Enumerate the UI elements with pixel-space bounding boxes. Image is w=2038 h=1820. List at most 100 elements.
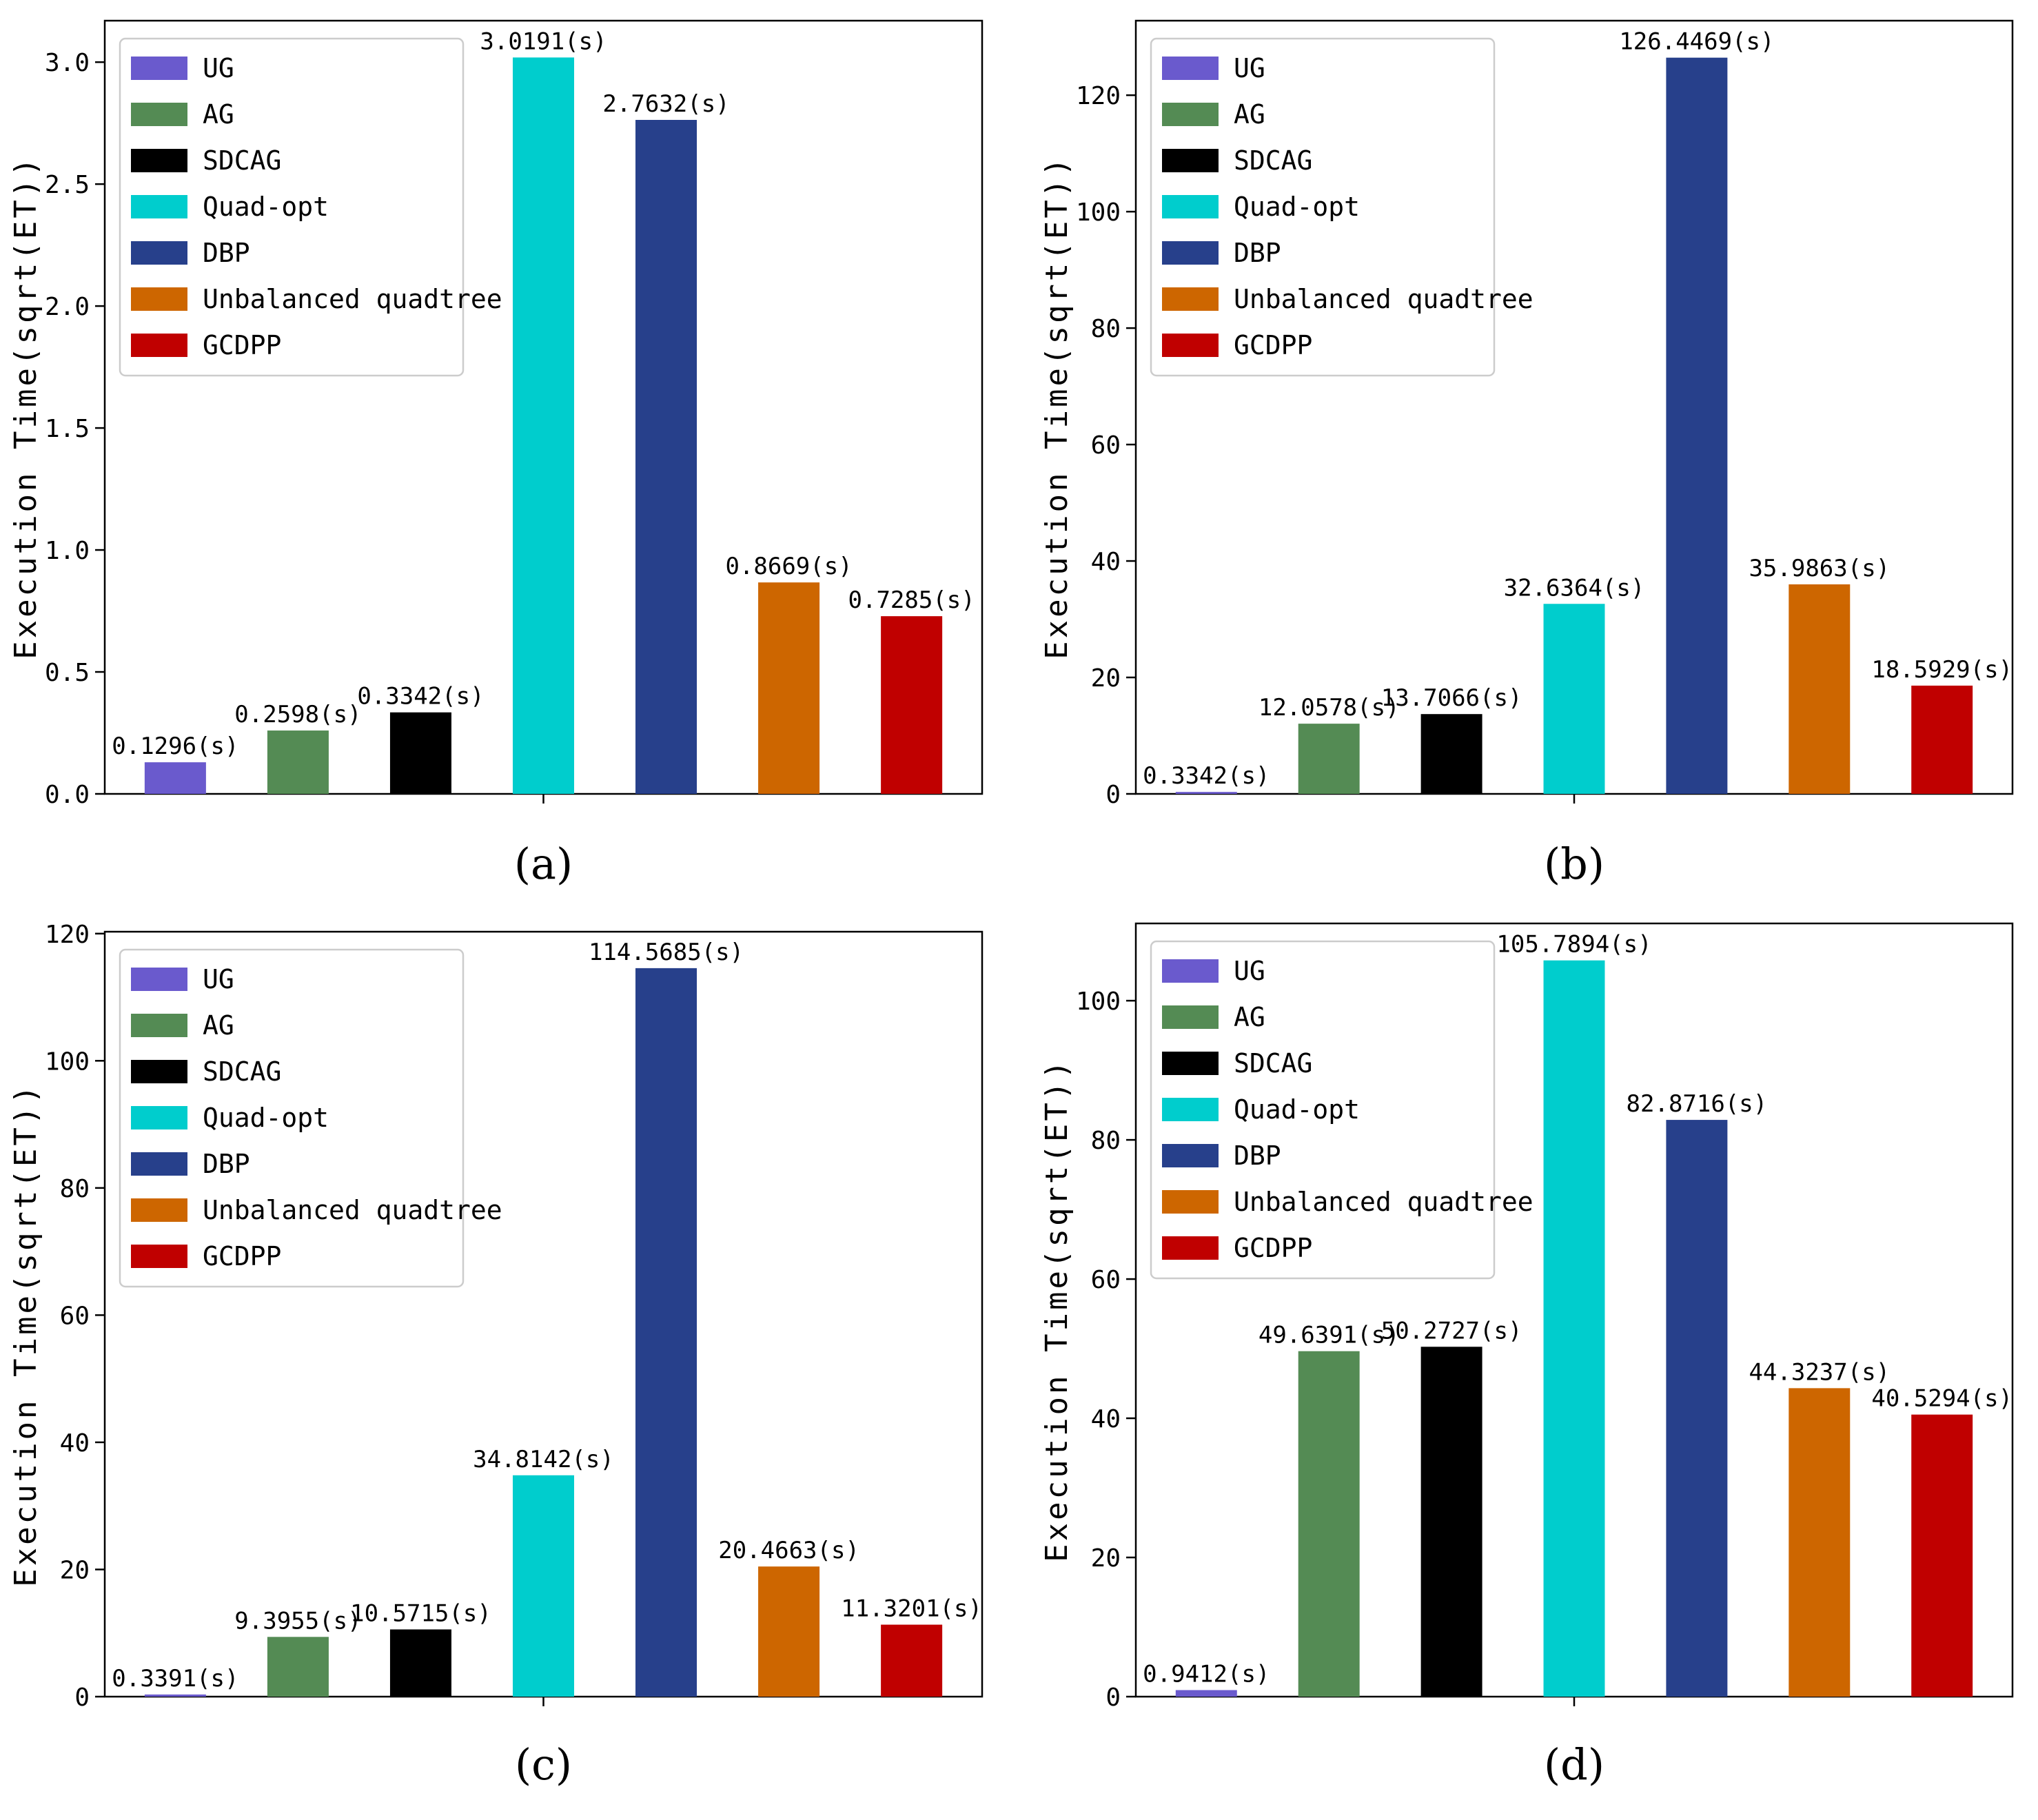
legend-swatch xyxy=(131,1014,187,1037)
legend-entry: Unbalanced quadtree xyxy=(203,1195,502,1225)
legend-entry: AG xyxy=(1234,99,1265,130)
bar-gcdpp xyxy=(881,616,943,794)
legend-entry: DBP xyxy=(203,1149,250,1179)
legend-swatch xyxy=(1162,1236,1219,1260)
bar-value-label: 12.0578(s) xyxy=(1259,694,1400,722)
legend-swatch xyxy=(1162,1005,1219,1029)
legend-entry: SDCAG xyxy=(203,145,281,176)
bar-gcdpp xyxy=(881,1624,943,1697)
y-tick-label: 0.0 xyxy=(45,781,90,809)
legend-box xyxy=(119,948,465,1288)
legend-entry: Unbalanced quadtree xyxy=(1234,1187,1533,1217)
legend-entry: AG xyxy=(203,99,234,130)
legend-swatch xyxy=(1162,195,1219,218)
legend-swatch xyxy=(131,241,187,265)
bar-unbalanced-quadtree xyxy=(1789,584,1851,794)
legend: UG AG SDCAG Quad-opt DBP Unbalanced quadtree G… xyxy=(1150,940,1533,1280)
legend-swatch xyxy=(131,968,187,991)
legend-entry: AG xyxy=(203,1010,234,1041)
panel-label: (c) xyxy=(515,1739,572,1790)
y-tick-label: 20 xyxy=(1091,1544,1121,1573)
y-tick-label: 80 xyxy=(60,1175,90,1203)
bar-sdcag xyxy=(389,712,451,794)
bar-value-label: 50.2727(s) xyxy=(1381,1317,1522,1344)
bar-value-label: 114.5685(s) xyxy=(589,939,744,966)
bar-gcdpp xyxy=(1911,685,1973,794)
bar-quad-opt xyxy=(1543,604,1605,794)
y-tick-label: 40 xyxy=(1091,1405,1121,1433)
legend-entry: GCDPP xyxy=(1234,1233,1312,1263)
legend-entry: DBP xyxy=(1234,1141,1281,1171)
bar-value-label: 0.8669(s) xyxy=(725,553,852,580)
legend-entry: DBP xyxy=(203,238,250,268)
y-tick-label: 60 xyxy=(1091,431,1121,460)
bar-ag xyxy=(1298,1351,1360,1697)
bar-value-label: 0.7285(s) xyxy=(848,586,975,614)
bar-value-label: 0.9412(s) xyxy=(1143,1660,1270,1688)
bar-gcdpp xyxy=(1911,1414,1973,1697)
legend-box xyxy=(1150,37,1496,377)
y-axis-label: Execution Time(sqrt(ET)) xyxy=(1039,1058,1074,1562)
y-axis-label: Execution Time(sqrt(ET)) xyxy=(8,155,43,660)
bar-value-label: 10.5715(s) xyxy=(350,1599,491,1627)
legend: UG AG SDCAG Quad-opt DBP Unbalanced quadtree G… xyxy=(119,948,502,1288)
bar-unbalanced-quadtree xyxy=(1789,1388,1851,1697)
legend-entry: Quad-opt xyxy=(1234,1094,1360,1125)
legend-entry: Quad-opt xyxy=(1234,192,1360,222)
legend-entry: SDCAG xyxy=(203,1056,281,1087)
y-tick-label: 100 xyxy=(1076,988,1121,1016)
y-tick-label: 0 xyxy=(1105,781,1121,809)
legend-swatch xyxy=(131,1198,187,1222)
legend-entry: DBP xyxy=(1234,238,1281,268)
legend-entry: AG xyxy=(1234,1002,1265,1032)
legend-entry: Quad-opt xyxy=(203,192,329,222)
bar-unbalanced-quadtree xyxy=(758,582,820,794)
panel-label: (d) xyxy=(1544,1739,1604,1790)
bar-value-label: 11.3201(s) xyxy=(841,1595,982,1623)
y-tick-label: 60 xyxy=(1091,1266,1121,1294)
chart-panel-1: 0.0 0.5 1.0 1.5 2.0 2.5 3.0 Execution Time(sqrt… xyxy=(8,19,984,889)
y-tick-label: 80 xyxy=(1091,315,1121,343)
bar-value-label: 34.8142(s) xyxy=(473,1446,614,1473)
bar-quad-opt xyxy=(512,57,575,794)
bar-value-label: 0.3342(s) xyxy=(1143,762,1270,790)
legend-swatch xyxy=(1162,1144,1219,1167)
bar-value-label: 0.3391(s) xyxy=(112,1665,238,1693)
y-axis-label: Execution Time(sqrt(ET)) xyxy=(8,1083,43,1587)
legend-box xyxy=(1150,940,1496,1280)
y-tick-label: 60 xyxy=(60,1302,90,1330)
bar-value-label: 82.8716(s) xyxy=(1627,1090,1768,1118)
legend-swatch xyxy=(131,103,187,126)
legend-swatch xyxy=(131,195,187,218)
legend-entry: UG xyxy=(1234,53,1265,83)
legend-swatch xyxy=(1162,1190,1219,1214)
bar-ug xyxy=(144,762,206,794)
legend-box xyxy=(119,37,465,377)
bar-ug xyxy=(144,1694,206,1697)
bar-ag xyxy=(267,1637,329,1697)
bar-sdcag xyxy=(389,1629,451,1697)
bar-dbp xyxy=(635,968,697,1697)
y-tick-label: 2.5 xyxy=(45,171,90,199)
bar-unbalanced-quadtree xyxy=(758,1566,820,1697)
bar-ug xyxy=(1175,1690,1237,1697)
legend-swatch xyxy=(1162,149,1219,172)
bar-value-label: 0.1296(s) xyxy=(112,733,238,760)
bar-value-label: 18.5929(s) xyxy=(1871,656,2012,684)
bar-value-label: 49.6391(s) xyxy=(1259,1322,1400,1349)
bar-quad-opt xyxy=(512,1475,575,1697)
legend-swatch xyxy=(131,149,187,172)
bar-sdcag xyxy=(1420,714,1482,794)
y-tick-label: 2.0 xyxy=(45,293,90,321)
bar-value-label: 32.6364(s) xyxy=(1504,574,1645,602)
y-tick-label: 120 xyxy=(45,921,90,949)
bar-dbp xyxy=(1666,57,1728,795)
legend-entry: GCDPP xyxy=(1234,330,1312,360)
legend: UG AG SDCAG Quad-opt DBP Unbalanced quadtree G… xyxy=(1150,37,1533,377)
legend-entry: Quad-opt xyxy=(203,1103,329,1133)
y-tick-label: 0.5 xyxy=(45,659,90,687)
bar-value-label: 9.3955(s) xyxy=(234,1607,361,1635)
legend-swatch xyxy=(131,57,187,80)
bar-dbp xyxy=(635,119,697,794)
legend-swatch xyxy=(1162,1098,1219,1121)
